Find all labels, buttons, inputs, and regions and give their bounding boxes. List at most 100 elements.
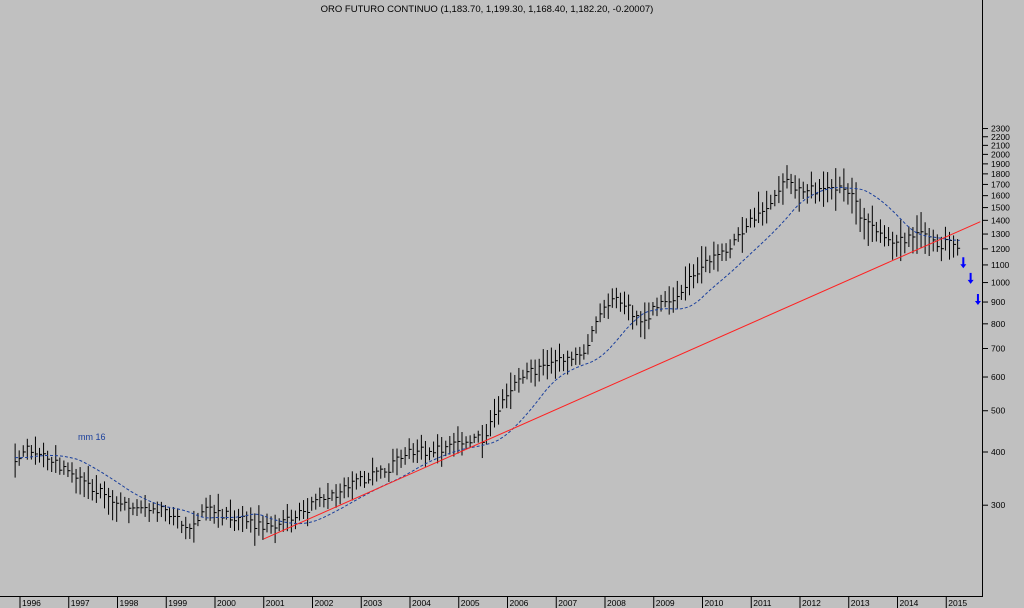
price-bar [392,448,396,473]
price-bar [420,434,424,460]
price-bar [26,438,30,460]
price-bar [892,231,896,260]
price-bar [254,513,258,546]
price-bar [193,510,197,543]
price-bar [506,383,510,409]
price-bar [286,503,290,532]
price-bar [351,471,355,501]
x-tick-label: 2004 [412,598,431,608]
x-tick-label: 2001 [266,598,285,608]
price-bar [810,171,814,199]
price-bar [258,505,262,536]
price-bar [437,434,441,464]
price-bar [34,436,38,465]
price-bar [449,436,453,455]
price-bar [875,221,879,242]
price-bar [916,215,920,254]
price-bar [758,191,762,224]
down-arrow-icon [967,272,974,284]
price-bar [91,479,95,501]
price-bar [404,447,408,465]
y-tick-label: 1400 [991,215,1010,225]
chart-title: ORO FUTURO CONTINUO (1,183.70, 1,199.30,… [321,4,654,15]
x-tick-label: 2008 [607,598,626,608]
price-bar [936,234,940,252]
price-bar [530,359,534,383]
price-bar [473,433,477,444]
price-bar [250,507,254,533]
price-bar [766,190,770,224]
price-bar [636,310,640,326]
price-bar [177,508,181,529]
x-axis: 1996 1997 1998 1999 2000 2001 2002 2003 2004 2005… [19,596,967,608]
price-bar [368,472,372,484]
price-bar [465,436,469,450]
price-bar [802,181,806,200]
price-bar [424,440,428,467]
price-bar [693,264,697,289]
y-tick-label: 1500 [991,203,1010,213]
price-bar [644,302,648,340]
price-bar [697,257,701,284]
x-tick-label: 2009 [656,598,675,608]
price-bar [778,176,782,204]
price-bar [217,493,221,528]
price-bar [790,173,794,195]
price-bar [668,286,672,315]
y-tick-label: 1100 [991,260,1010,270]
price-bar [132,502,136,516]
price-bar [957,238,961,256]
price-bar [701,246,705,284]
price-bar [619,292,623,312]
price-bar [71,462,75,483]
price-bar [384,467,388,478]
price-bar [798,178,802,212]
y-tick-label: 1800 [991,169,1010,179]
price-bar [762,202,766,226]
price-bar [749,209,753,228]
price-bar [201,504,205,517]
price-bar [185,516,189,540]
price-bar [441,437,445,467]
price-bar [774,189,778,207]
price-bar [376,467,380,482]
price-bar [863,207,867,240]
price-bar [75,468,79,494]
price-bar [95,475,99,503]
price-bars [14,165,961,546]
price-bar [445,440,449,457]
price-bar [359,470,363,487]
price-bar [591,325,595,342]
price-bar [169,507,172,525]
price-bar [839,176,843,194]
price-bar [782,173,786,205]
price-bar [39,447,42,463]
price-bar [689,263,692,296]
price-bar [311,496,315,511]
price-bar [664,291,668,308]
price-bar [120,492,124,512]
price-bar [770,194,774,210]
x-tick-label: 2010 [705,598,724,608]
price-bar [319,487,323,507]
price-bar [116,496,120,522]
price-bar [754,207,757,228]
price-bar [559,343,562,372]
price-bar [672,287,676,313]
price-bar [331,489,335,501]
price-bar [587,334,591,355]
price-bar [416,439,420,464]
price-bar [433,441,437,458]
price-bar [908,226,912,248]
price-bar [502,389,506,409]
price-bar [632,305,636,330]
price-bar [847,183,851,205]
price-bar [99,483,103,499]
price-bar [477,430,481,443]
y-tick-label: 300 [991,500,1005,510]
price-bar [932,229,936,252]
price-bar [518,367,522,393]
price-bar [680,284,684,300]
price-bar [160,501,164,518]
